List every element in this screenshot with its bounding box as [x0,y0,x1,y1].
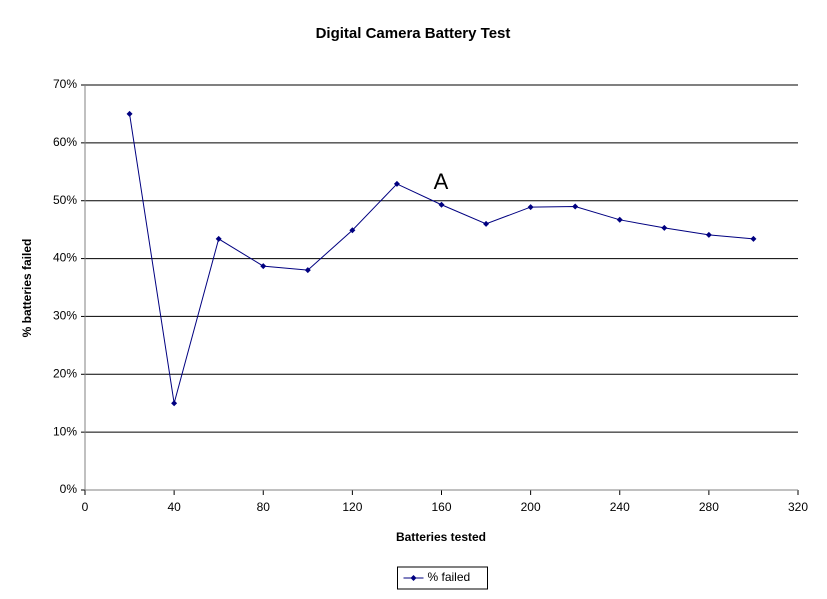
marker [438,201,445,208]
x-tick-label: 0 [82,500,89,514]
marker [527,204,534,211]
x-tick-label: 280 [699,500,719,514]
y-axis-label: % batteries failed [20,239,34,338]
marker [126,110,133,117]
x-tick-label: 120 [342,500,362,514]
y-tick-label: 70% [53,77,77,91]
x-tick-label: 240 [610,500,630,514]
legend-label: % failed [428,570,471,584]
marker [661,224,668,231]
y-tick-label: 60% [53,135,77,149]
marker [171,400,178,407]
marker [750,235,757,242]
annotation: A [434,169,449,194]
x-tick-label: 160 [431,500,451,514]
marker [393,180,400,187]
y-tick-label: 10% [53,424,77,438]
legend-box [397,566,488,590]
x-tick-label: 320 [788,500,808,514]
marker [215,235,222,242]
marker [304,267,311,274]
marker [349,227,356,234]
y-tick-label: 20% [53,366,77,380]
y-tick-label: 50% [53,193,77,207]
legend-marker [410,575,417,581]
x-tick-label: 200 [521,500,541,514]
chart-title: Digital Camera Battery Test [316,25,511,42]
x-axis-label: Batteries tested [396,530,486,544]
marker [260,263,267,270]
y-tick-label: 0% [60,482,78,496]
marker [616,216,623,223]
x-tick-label: 80 [257,500,271,514]
marker [483,220,490,227]
marker [705,231,712,238]
x-tick-label: 40 [167,500,181,514]
marker [572,203,579,210]
y-tick-label: 30% [53,309,77,323]
y-tick-label: 40% [53,251,77,265]
